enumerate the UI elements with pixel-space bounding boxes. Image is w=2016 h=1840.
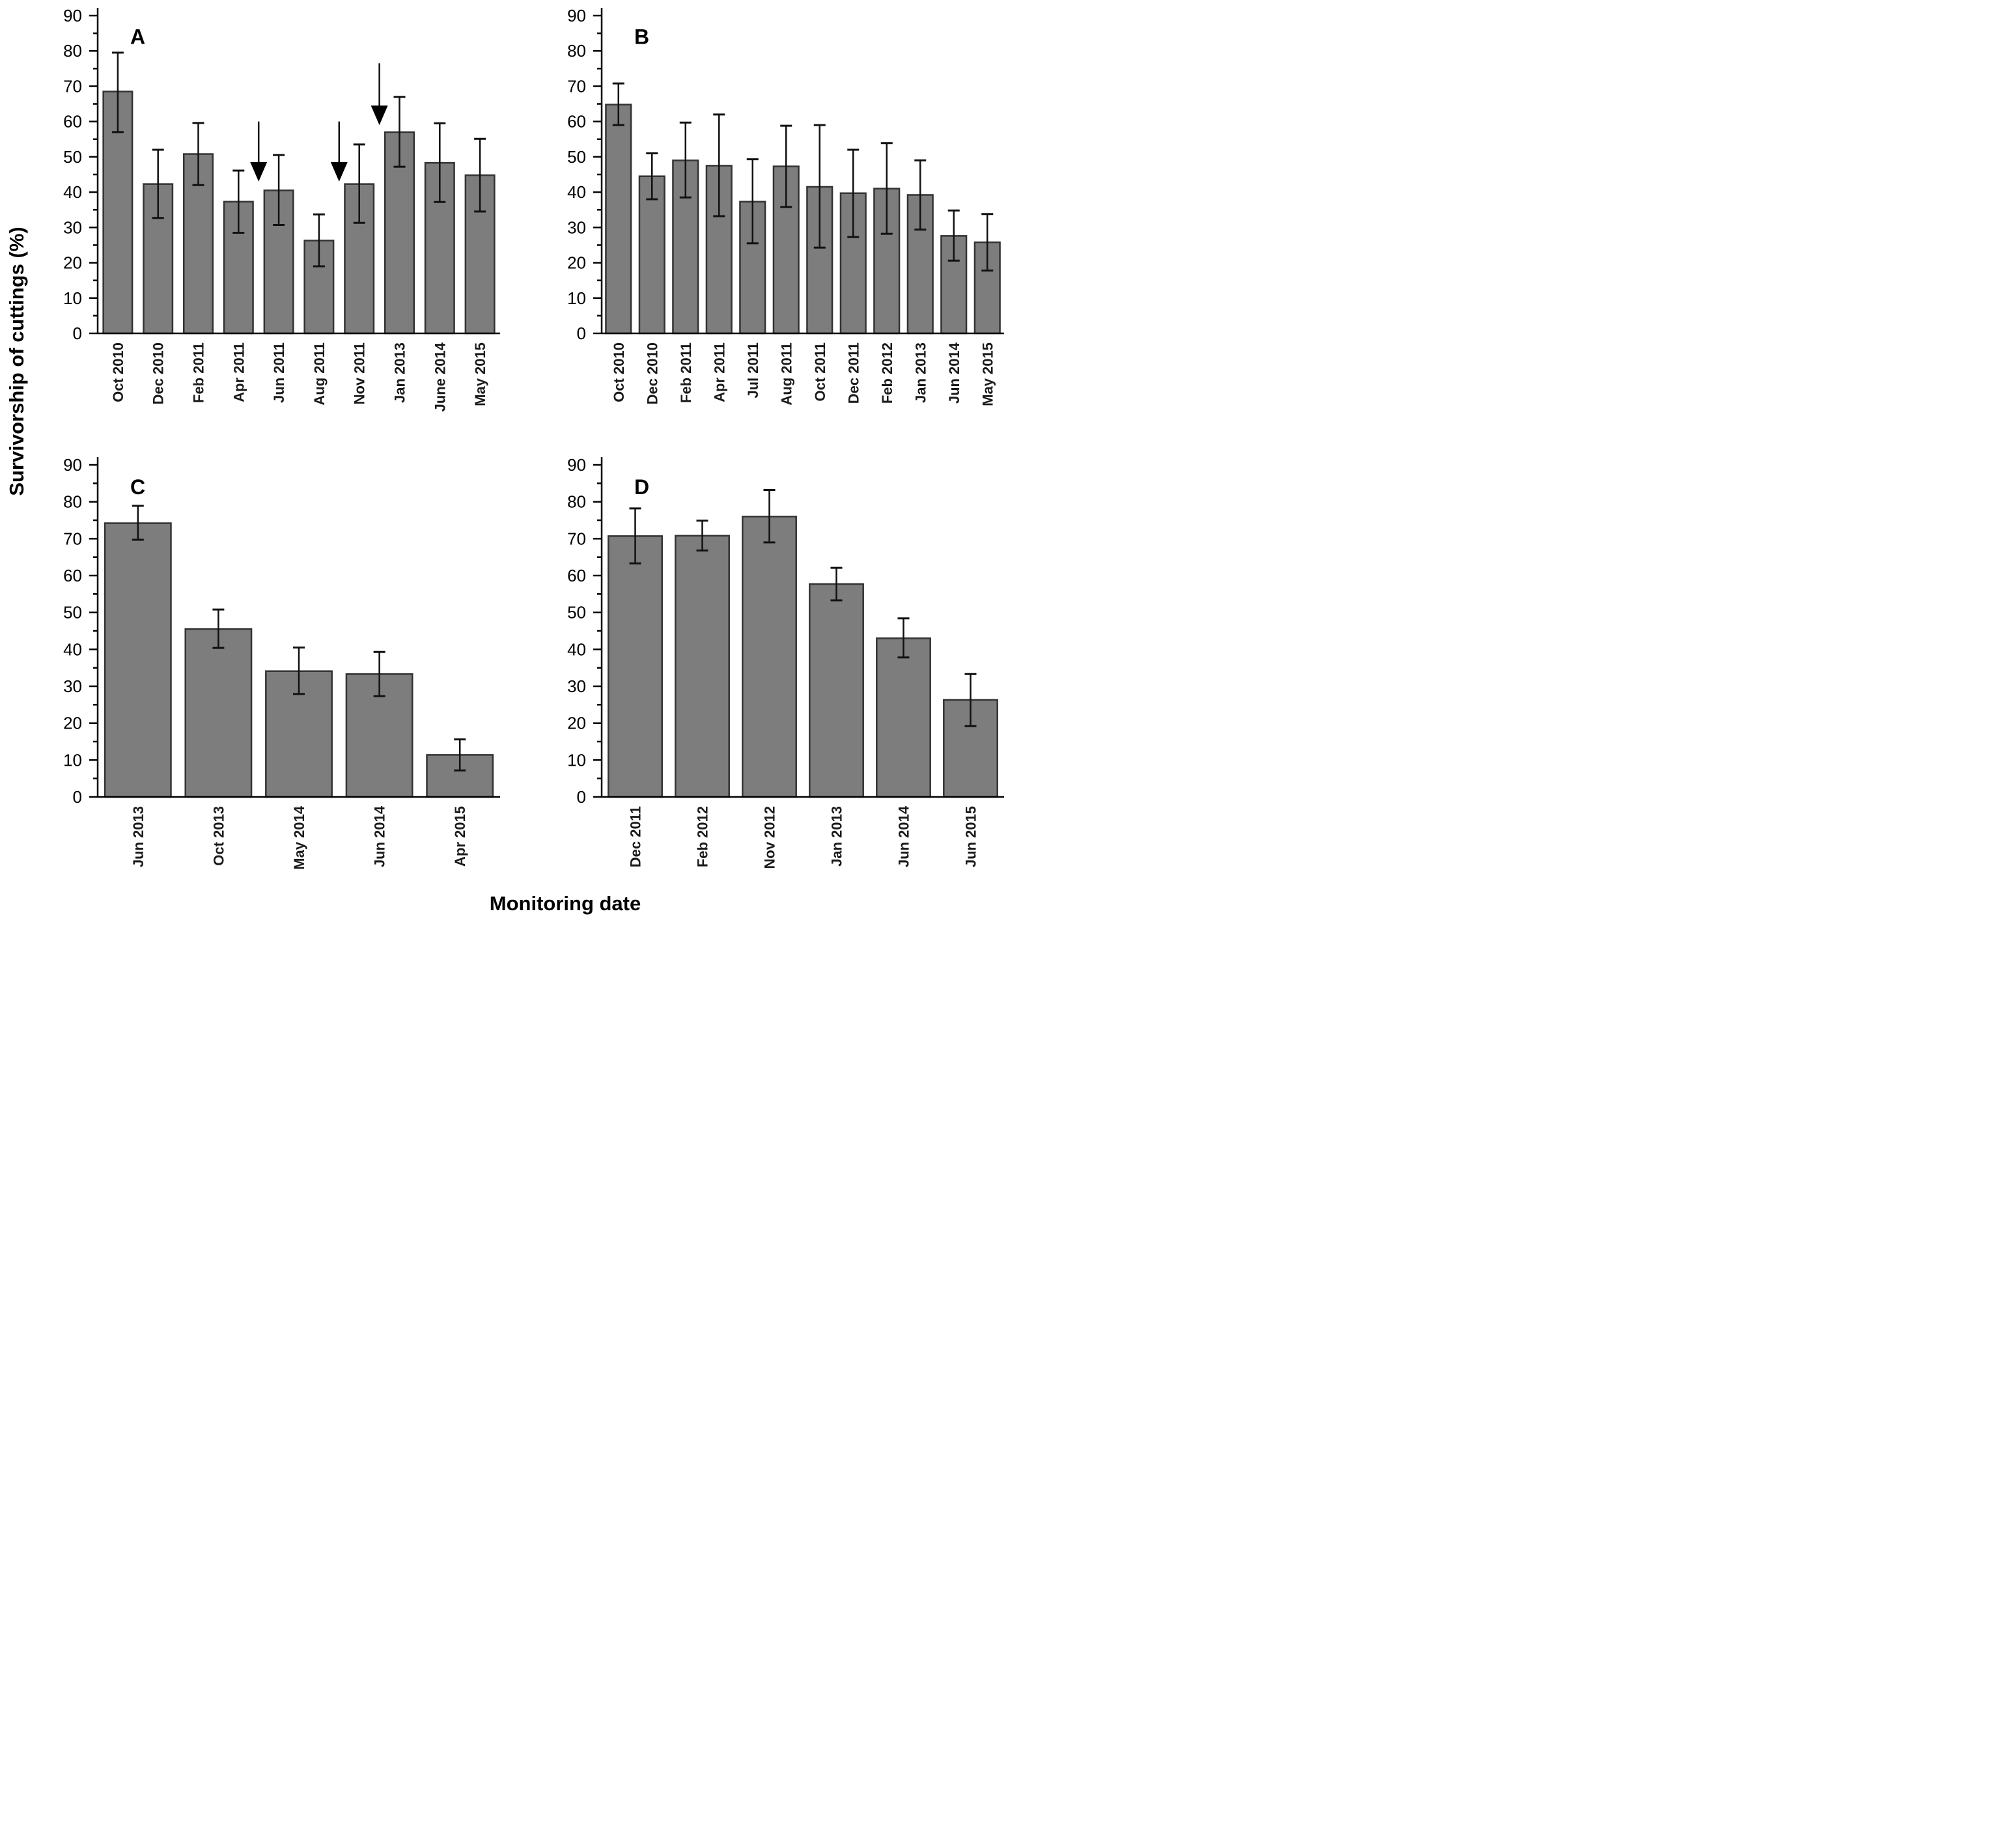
x-category-label: Nov 2012 <box>762 806 778 869</box>
survivorship-figure: Survivorship of cuttings (%) 0 10 20 30 40 50… <box>0 0 1008 920</box>
x-category-label: Dec 2010 <box>150 342 167 404</box>
panel-letter: C <box>130 475 145 499</box>
y-tick-label: 30 <box>63 676 82 696</box>
bar <box>303 240 335 335</box>
x-category-label: Oct 2011 <box>812 342 828 402</box>
y-tick-label: 0 <box>73 324 82 343</box>
y-tick-label: 0 <box>73 787 82 807</box>
panel-c-bar-chart: 0 10 20 30 40 50 60 70 80 90 Jun 2013 Oct 2013 May 2… <box>63 456 500 870</box>
x-category-label: Jun 2014 <box>372 805 388 867</box>
y-tick-label: 40 <box>567 639 586 659</box>
y-tick-label: 40 <box>63 182 82 202</box>
y-tick-label: 70 <box>63 529 82 548</box>
x-category-label: Jan 2013 <box>392 342 408 403</box>
bar <box>675 535 730 798</box>
y-tick-label: 20 <box>567 253 586 273</box>
panel-letter: D <box>634 475 649 499</box>
x-category-label: Dec 2011 <box>628 806 644 867</box>
x-category-label: Apr 2011 <box>711 342 727 402</box>
x-category-label: Oct 2010 <box>611 342 627 402</box>
x-category-label: Feb 2012 <box>879 342 895 404</box>
panel-b-bar-chart: 0 10 20 30 40 50 60 70 80 90 Oct 2010 Dec 2010 Feb 2… <box>567 6 1004 406</box>
x-category-label: Apr 2011 <box>231 342 247 402</box>
y-tick-label: 30 <box>567 217 586 237</box>
y-tick-label: 70 <box>567 76 586 96</box>
y-tick-label: 30 <box>63 217 82 237</box>
y-tick-label: 80 <box>567 492 586 512</box>
x-category-label: Aug 2011 <box>311 342 328 406</box>
bar <box>742 516 797 798</box>
y-tick-label: 40 <box>63 639 82 659</box>
y-tick-label: 60 <box>567 112 586 132</box>
x-category-label: June 2014 <box>432 342 448 411</box>
down-arrow-icon <box>330 161 348 182</box>
panel-letter: A <box>130 25 145 49</box>
x-category-label: Apr 2015 <box>452 806 468 867</box>
x-category-label: May 2015 <box>472 342 488 406</box>
y-tick-label: 80 <box>63 41 82 61</box>
x-category-label: Oct 2013 <box>210 806 227 866</box>
bar <box>608 535 663 798</box>
x-category-label: Jul 2011 <box>745 342 761 398</box>
x-category-label: Feb 2012 <box>695 806 711 867</box>
y-tick-label: 30 <box>567 676 586 696</box>
y-tick-label: 80 <box>567 41 586 61</box>
y-tick-label: 40 <box>567 182 586 202</box>
y-tick-label: 10 <box>567 750 586 770</box>
y-tick-label: 0 <box>577 324 586 343</box>
down-arrow-icon <box>250 161 268 182</box>
y-tick-label: 90 <box>63 456 82 475</box>
bar <box>809 583 864 798</box>
x-category-label: Dec 2011 <box>845 342 861 404</box>
x-axis-title: Monitoring date <box>489 892 641 915</box>
y-tick-label: 20 <box>567 714 586 733</box>
down-arrow-icon <box>371 105 388 126</box>
x-category-label: Nov 2011 <box>352 342 368 404</box>
y-tick-label: 50 <box>567 147 586 167</box>
x-category-label: Jan 2013 <box>829 806 845 867</box>
y-tick-label: 20 <box>63 253 82 273</box>
y-tick-label: 0 <box>577 787 586 807</box>
y-tick-label: 90 <box>567 456 586 475</box>
x-category-label: Jun 2015 <box>963 806 979 867</box>
y-tick-label: 10 <box>63 288 82 308</box>
y-tick-label: 90 <box>63 6 82 25</box>
bar <box>104 522 172 798</box>
y-tick-label: 70 <box>63 76 82 96</box>
x-category-label: Jun 2011 <box>271 342 287 403</box>
x-category-label: May 2014 <box>291 805 307 870</box>
panel-letter: B <box>634 25 649 49</box>
x-category-label: Feb 2011 <box>191 342 207 403</box>
y-tick-label: 10 <box>63 750 82 770</box>
panel-a-bar-chart: 0 10 20 30 40 50 60 70 80 90 Oct 2010 Dec 2010 Feb 2… <box>63 6 500 411</box>
y-tick-label: 60 <box>63 112 82 132</box>
x-category-label: Feb 2011 <box>678 342 694 403</box>
y-tick-label: 60 <box>567 566 586 585</box>
x-category-label: May 2015 <box>979 342 996 406</box>
y-tick-label: 10 <box>567 288 586 308</box>
x-category-label: Aug 2011 <box>778 342 794 406</box>
panel-d-bar-chart: 0 10 20 30 40 50 60 70 80 90 Dec 2011 Feb 2012 Nov 2… <box>567 456 1004 869</box>
y-tick-label: 80 <box>63 492 82 512</box>
bar <box>876 637 931 798</box>
bar <box>605 104 632 335</box>
y-tick-label: 20 <box>63 714 82 733</box>
x-category-label: Oct 2010 <box>110 342 126 402</box>
bar <box>638 175 665 335</box>
x-category-label: Jun 2014 <box>896 805 912 867</box>
y-tick-label: 70 <box>567 529 586 548</box>
x-category-label: Jun 2013 <box>130 806 147 867</box>
y-tick-label: 60 <box>63 566 82 585</box>
x-category-label: Jun 2014 <box>946 342 962 404</box>
y-tick-label: 90 <box>567 6 586 25</box>
bar <box>184 628 253 798</box>
y-tick-label: 50 <box>63 603 82 622</box>
y-tick-label: 50 <box>63 147 82 167</box>
y-tick-label: 50 <box>567 603 586 622</box>
x-category-label: Jan 2013 <box>912 342 929 403</box>
x-category-label: Dec 2010 <box>644 342 660 404</box>
